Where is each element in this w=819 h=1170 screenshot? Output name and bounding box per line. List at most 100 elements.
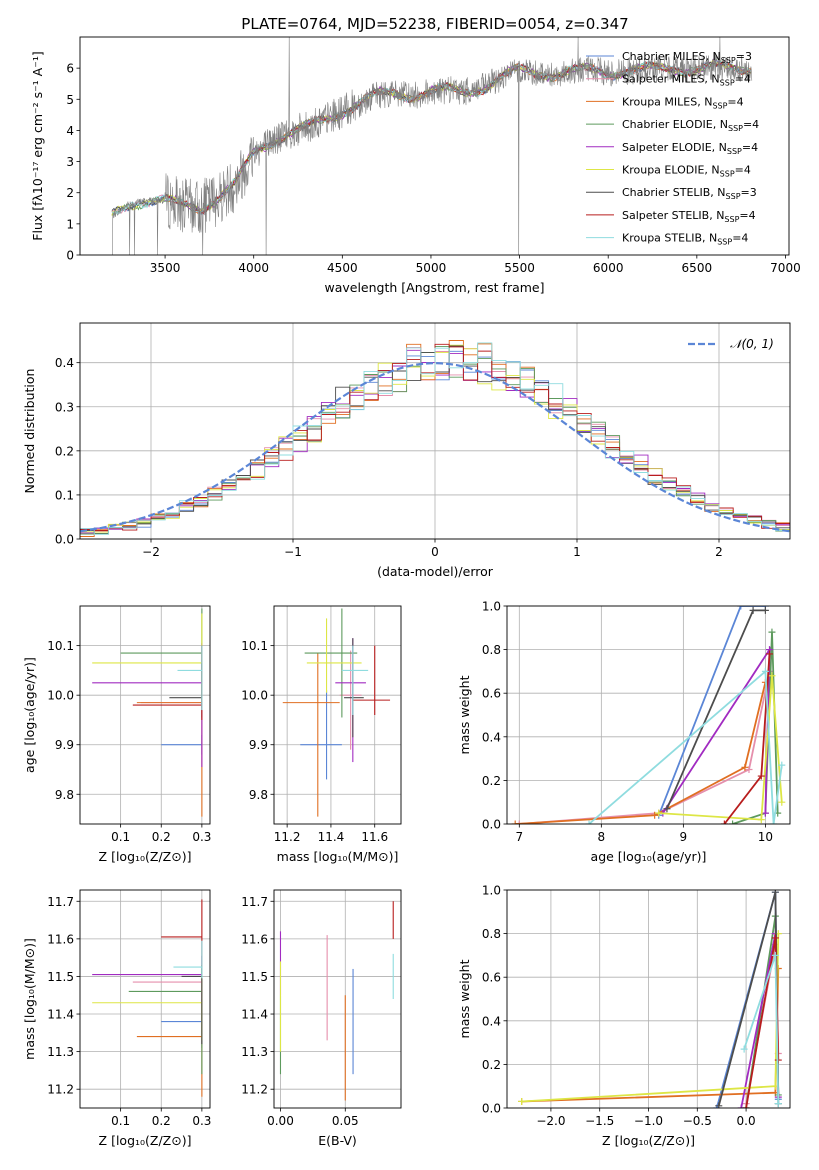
panel-mass-vs-Z: 0.1 0.2 0.3 11.2 11.3 11.4 11.5 11.6 11.7 Z [log₁… [22,889,211,1148]
axes-frame [273,605,402,825]
y-tick-label: 5 [66,93,74,107]
legend-entry: Salpeter MILES, NSSP=4 [622,73,751,88]
x-tick-label: 5500 [504,261,535,275]
gridlines [80,890,210,1108]
y-tick-label: 0.3 [55,400,74,414]
x-tick-label: 9 [680,830,688,844]
x-tick-label: −1.5 [585,1114,614,1128]
weight-marker [749,606,757,614]
weight-line [666,609,766,810]
legend-entry-text: Salpeter MILES, N [622,73,720,86]
x-tick-label: 0.0 [737,1114,756,1128]
weight-marker [742,1104,750,1108]
x-tick-label: 6000 [593,261,624,275]
y-tick-label: 9.8 [55,788,74,802]
x-axis-label: (data-model)/error [377,564,494,579]
y-tick-label: 10.1 [47,639,74,653]
y-tick-label: 2 [66,186,74,200]
y-tick-label: 11.2 [241,1083,268,1097]
plot-area [518,890,782,1108]
y-tick-label: 11.5 [47,970,74,984]
histogram-step [80,342,790,535]
y-tick-label: 0.8 [482,927,501,941]
weight-marker [778,761,786,769]
y-tick-label: 11.5 [241,970,268,984]
weight-line [657,606,766,816]
plot-area [92,899,203,1097]
y-tick-label: 6 [66,62,74,76]
weight-marker [757,816,765,824]
y-tick-label: 9.9 [55,738,74,752]
y-tick-label: 0.4 [482,1014,501,1028]
legend-entry: Chabrier MILES, NSSP=3 [622,50,752,65]
y-tick-label: 11.3 [47,1045,74,1059]
legend-entry-text: Kroupa MILES, N [622,95,712,108]
panel-residuals: −2 −1 0 1 2 0.0 0.1 0.2 0.3 0.4 (data-model)/error… [22,322,791,579]
y-tick-label: 0.0 [482,818,501,832]
x-axis-label: E(B-V) [318,1133,357,1148]
weight-line [588,669,783,824]
y-tick-label: 10.1 [241,639,268,653]
weight-marker [720,820,728,824]
y-tick-label: 11.6 [241,932,268,946]
y-tick-label: 0.1 [55,488,74,502]
panel-weight-vs-age: 7 8 9 10 0.0 0.2 0.4 0.6 0.8 1.0 age [log₁₀(age/yr… [457,600,791,864]
x-tick-label: 6500 [682,261,713,275]
x-tick-label: 4500 [327,261,358,275]
gridlines [274,606,401,824]
axes-frame [506,605,791,825]
axes-frame [506,889,791,1109]
y-tick-label: 1.0 [482,600,501,614]
plot-area [111,37,753,255]
legend-entry-subscript: SSP [728,124,743,133]
y-tick-label: 0.2 [482,1058,501,1072]
panel-weight-vs-Z: −2.0 −1.5 −1.0 −0.5 0.0 0.0 0.2 0.4 0.6 0.8 1.0 Z [… [457,884,791,1148]
weight-marker [778,798,786,806]
y-tick-label: 1 [66,217,74,231]
x-tick-label: 7 [515,830,523,844]
y-tick-label: 0.2 [482,774,501,788]
legend-entry: 𝒩(0, 1) [730,337,774,351]
observed-spectrum-line [111,37,753,255]
weight-marker [651,811,659,819]
x-tick-label: 0.2 [152,830,171,844]
weight-line [658,675,783,821]
y-tick-label: 11.6 [47,932,74,946]
x-axis-label: wavelength [Angstrom, rest frame] [324,280,544,295]
x-tick-label: −1.0 [634,1114,663,1128]
legend-entry: Chabrier STELIB, NSSP=3 [622,186,757,201]
x-axis-label: Z [log₁₀(Z/Z⊙)] [99,1133,192,1148]
y-axis-label: Flux [fλ10⁻¹⁷ erg cm⁻² s⁻¹ A⁻¹] [30,51,45,240]
weight-marker [663,805,671,813]
weight-marker [515,820,523,824]
x-tick-label: 0 [431,545,439,559]
legend-entry-suffix: =4 [727,95,743,108]
legend-entry-text: Chabrier STELIB, N [622,186,726,199]
y-tick-label: 11.4 [47,1008,74,1022]
legend-entry-text: Chabrier ELODIE, N [622,118,728,131]
x-tick-label: 8 [598,830,606,844]
y-axis-label: mass weight [457,675,472,754]
x-tick-label: 10 [758,830,773,844]
legend-entry-subscript: SSP [720,170,735,179]
y-axis-label: mass [log₁₀(M/M⊙)] [22,938,37,1060]
x-tick-label: 1 [573,545,581,559]
legend-entry-suffix: =3 [741,186,757,199]
x-tick-label: 4000 [238,261,269,275]
plot-area [279,901,394,1101]
y-tick-label: 11.7 [241,895,268,909]
weight-marker [741,763,749,771]
legend-entry-subscript: SSP [717,238,732,247]
panel-spectrum: 3500 4000 4500 5000 5500 6000 6500 7000 0 1 2 3 4 5 6 w… [30,36,801,295]
weight-marker [771,934,779,942]
panel-mass-vs-ebv: 0.00 0.05 11.2 11.3 11.4 11.5 11.6 11.7 E(B-V) [241,889,402,1148]
x-tick-label: 2 [715,545,723,559]
x-tick-label: 0.2 [152,1114,171,1128]
y-tick-label: 0.0 [55,533,74,547]
y-tick-label: 11.7 [47,895,74,909]
axes-frame [79,36,790,256]
legend-entry: Chabrier ELODIE, NSSP=4 [622,118,759,133]
x-tick-label: 11.4 [318,830,345,844]
plot-area [511,606,786,824]
